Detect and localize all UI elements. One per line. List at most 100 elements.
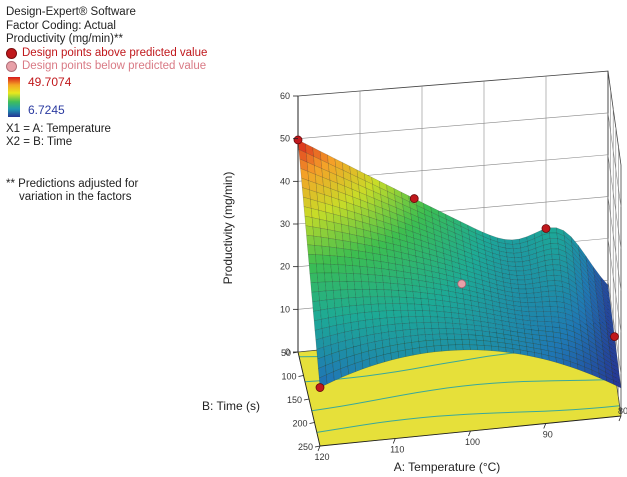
surface-cell [365, 319, 374, 329]
surface-cell [547, 285, 556, 292]
surface-cell [543, 316, 553, 322]
surface-cell [548, 296, 558, 302]
surface-cell [397, 349, 407, 359]
surface-cell [419, 346, 428, 355]
surface-cell [545, 326, 554, 333]
surface-cell [375, 282, 385, 290]
surface-cell [545, 264, 554, 271]
factor-coding: Factor Coding: Actual [6, 19, 116, 32]
surface-cell [309, 272, 319, 283]
design-point [315, 383, 325, 392]
surface-cell [376, 289, 385, 297]
surface-cell [367, 274, 377, 283]
surface-cell [410, 328, 419, 337]
surface-cell [550, 243, 559, 250]
z-tick-label: 0 [285, 347, 290, 357]
surface-cell [469, 339, 478, 346]
surface-cell [334, 230, 344, 241]
surface-cell [454, 339, 463, 345]
surface-cell [516, 270, 525, 276]
surface-cell [342, 305, 351, 316]
surface-cell [428, 298, 437, 306]
surface-cell [305, 225, 314, 237]
surface-cell [455, 344, 464, 351]
surface-cell [380, 324, 389, 334]
surface-cell [484, 345, 493, 351]
y-axis-label: B: Time (s) [202, 399, 260, 413]
surface-cell [541, 296, 550, 303]
surface-cell [438, 322, 447, 329]
surface-cell [381, 268, 390, 277]
surface-cell [350, 241, 359, 252]
design-point [409, 194, 419, 203]
colorbar [8, 76, 20, 117]
surface-cell [326, 220, 335, 232]
surface-cell [537, 321, 546, 327]
surface-cell [448, 344, 457, 351]
surface-cell [425, 334, 434, 341]
design-point [457, 279, 467, 289]
surface-cell [400, 310, 409, 318]
surface-cell [397, 283, 406, 292]
surface-cell [403, 271, 412, 280]
surface-cell [435, 299, 444, 307]
surface-cell [345, 264, 354, 274]
legend-panel: Design-Expert® Software Factor Coding: A… [6, 6, 246, 205]
surface-cell [528, 311, 538, 317]
surface-cell [389, 276, 398, 285]
surface-cell [613, 380, 622, 389]
x-tick-label: 90 [543, 430, 553, 440]
surface-cell [453, 333, 463, 340]
legend-above-label: Design points above predicted value [22, 46, 208, 59]
surface-cell [411, 279, 420, 287]
surface-cell [347, 289, 356, 299]
surface-cell [374, 332, 383, 342]
y-tick-label: 250 [298, 442, 313, 452]
surface-cell [517, 279, 526, 285]
x-tick-label: 100 [465, 437, 480, 447]
surface-cell [467, 329, 476, 336]
surface-cell [460, 328, 469, 335]
surface-cell [412, 347, 421, 356]
surface-cell [427, 293, 436, 301]
surface-cell [367, 266, 376, 276]
surface-cell [520, 302, 529, 308]
surface-cell [476, 344, 485, 351]
surface-cell [537, 325, 546, 332]
surface-cell [362, 289, 371, 298]
surface-cell [383, 282, 392, 291]
floor-contour [316, 405, 620, 433]
surface-cell [322, 254, 331, 265]
surface-cell [360, 273, 369, 283]
surface-cell [476, 339, 485, 346]
surface-cell [440, 344, 450, 352]
surface-cell [357, 312, 366, 322]
surface-cell [527, 297, 536, 303]
right-wall-gridline [607, 196, 622, 291]
surface-cell [543, 311, 552, 317]
surface-cell [348, 297, 357, 307]
surface-cell [525, 288, 535, 294]
surface-cell [387, 324, 396, 333]
surface-cell [491, 345, 500, 352]
surface-cell [536, 311, 545, 317]
surface-cell [429, 310, 438, 318]
surface-cell [445, 322, 454, 329]
surface-cell [436, 305, 445, 313]
surface-cell [551, 253, 560, 260]
y-tick-label: 50 [281, 348, 291, 358]
surface-cell [418, 340, 427, 348]
surface-cell [370, 303, 380, 312]
surface-cell [404, 342, 413, 351]
surface-cell [335, 239, 344, 249]
surface-cell [426, 287, 435, 295]
surface-cell [399, 303, 409, 311]
surface-cell [420, 292, 429, 300]
surface-cell [550, 311, 559, 318]
surface-cell [358, 250, 367, 260]
surface-cell [326, 298, 336, 310]
surface-cell [544, 321, 553, 328]
surface-cell [444, 317, 453, 324]
surface-cell [549, 232, 558, 239]
